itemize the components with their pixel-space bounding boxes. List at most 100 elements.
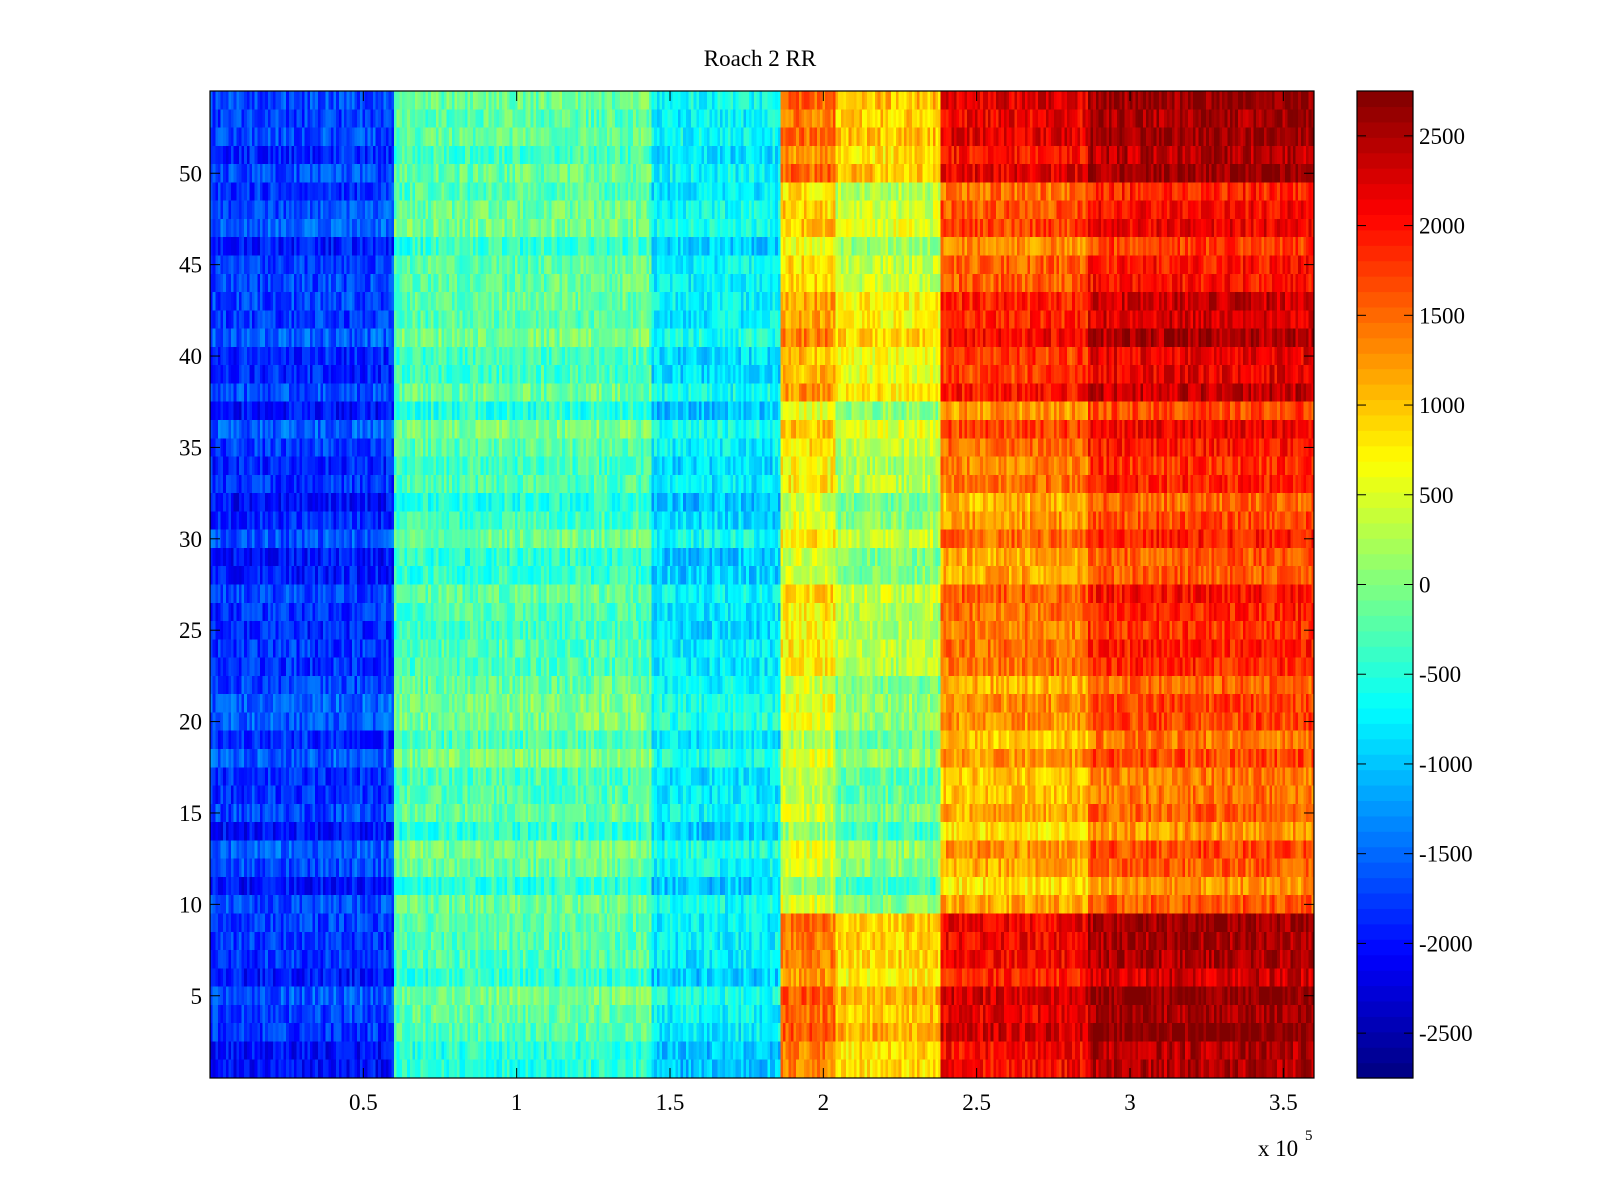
x-tick-label: 2 [818, 1090, 830, 1115]
colorbar-tick-label: 2000 [1419, 214, 1465, 239]
colorbar-tick-label: 2500 [1419, 124, 1465, 149]
colorbar-tick-label: -1000 [1419, 752, 1473, 777]
colorbar-step [1357, 1047, 1413, 1064]
y-tick-label: 40 [179, 344, 202, 369]
colorbar-step [1357, 152, 1413, 169]
colorbar-step [1357, 368, 1413, 385]
colorbar-step [1357, 1000, 1413, 1017]
colorbar-step [1357, 337, 1413, 354]
colorbar-step [1357, 754, 1413, 771]
colorbar-step [1357, 291, 1413, 308]
colorbar-step [1357, 522, 1413, 539]
colorbar-step [1357, 800, 1413, 817]
colorbar-step [1357, 1031, 1413, 1048]
colorbar-step [1357, 461, 1413, 478]
y-axis: 5 10 15 20 25 30 35 40 45 50 [179, 161, 1314, 1009]
colorbar-tick-label: 1500 [1419, 303, 1465, 328]
colorbar-step [1357, 939, 1413, 956]
heatmap-image [210, 91, 1314, 1078]
colorbar-step [1357, 723, 1413, 740]
colorbar-step [1357, 846, 1413, 863]
colorbar-step [1357, 121, 1413, 138]
colorbar-step [1357, 553, 1413, 570]
x-tick-label: 1.5 [656, 1090, 685, 1115]
colorbar-step [1357, 214, 1413, 231]
colorbar-step [1357, 738, 1413, 755]
colorbar-step [1357, 615, 1413, 632]
colorbar-step [1357, 707, 1413, 724]
y-tick-label: 15 [179, 801, 202, 826]
x-axis: 0.5 1 1.5 2 2.5 3 3.5 [349, 91, 1298, 1115]
colorbar-step [1357, 399, 1413, 416]
colorbar-step [1357, 784, 1413, 802]
colorbar-step [1357, 91, 1413, 108]
colorbar-step [1357, 661, 1413, 678]
chart-title: Roach 2 RR [704, 46, 817, 71]
colorbar-tick-label: -500 [1419, 662, 1461, 687]
colorbar-tick-label: 0 [1419, 573, 1431, 598]
colorbar-step [1357, 198, 1413, 215]
colorbar-step [1357, 137, 1413, 154]
colorbar-step [1357, 430, 1413, 447]
colorbar-step [1357, 877, 1413, 894]
colorbar-step [1357, 306, 1413, 323]
x-tick-label: 1 [511, 1090, 523, 1115]
colorbar-step [1357, 985, 1413, 1002]
y-tick-label: 35 [179, 435, 202, 460]
svg-text:x 10: x 10 [1258, 1136, 1298, 1161]
colorbar-step [1357, 106, 1413, 123]
colorbar-tick-label: 500 [1419, 483, 1454, 508]
colorbar-step [1357, 569, 1413, 586]
colorbar-gradient [1357, 91, 1413, 1079]
colorbar-step [1357, 538, 1413, 555]
colorbar-step [1357, 476, 1413, 493]
colorbar-step [1357, 970, 1413, 987]
x-axis-multiplier: x 10 5 [1258, 1128, 1313, 1161]
colorbar-tick-label: -2500 [1419, 1021, 1473, 1046]
colorbar-step [1357, 384, 1413, 401]
colorbar-step [1357, 1016, 1413, 1033]
colorbar-step [1357, 322, 1413, 339]
colorbar-step [1357, 923, 1413, 940]
colorbar-step [1357, 831, 1413, 848]
x-tick-label: 3.5 [1269, 1090, 1298, 1115]
y-tick-label: 25 [179, 618, 202, 643]
y-tick-label: 45 [179, 253, 202, 278]
colorbar-step [1357, 892, 1413, 909]
svg-text:5: 5 [1305, 1128, 1313, 1144]
colorbar-step [1357, 862, 1413, 879]
colorbar-step [1357, 276, 1413, 293]
colorbar-step [1357, 445, 1413, 462]
colorbar-step [1357, 245, 1413, 262]
y-tick-label: 10 [179, 892, 202, 917]
colorbar-step [1357, 260, 1413, 277]
plot-area-frame [209, 90, 1315, 1079]
colorbar-step [1357, 168, 1413, 185]
colorbar-step [1357, 414, 1413, 431]
y-tick-label: 20 [179, 710, 202, 735]
y-tick-label: 30 [179, 527, 202, 552]
colorbar-step [1357, 353, 1413, 370]
colorbar-step [1357, 599, 1413, 616]
colorbar-step [1357, 1062, 1413, 1079]
colorbar-tick-label: -1500 [1419, 842, 1473, 867]
colorbar-tick-label: 1000 [1419, 393, 1465, 418]
colorbar-step [1357, 229, 1413, 246]
y-tick-label: 5 [191, 984, 203, 1009]
y-tick-label: 50 [179, 161, 202, 186]
colorbar-step [1357, 954, 1413, 971]
colorbar-axis: 2500 2000 1500 1000 500 0 -500 -1000 -1500 -2000 -… [1357, 124, 1473, 1046]
colorbar-step [1357, 507, 1413, 524]
x-tick-label: 0.5 [349, 1090, 378, 1115]
x-tick-label: 3 [1124, 1090, 1136, 1115]
colorbar-step [1357, 584, 1413, 601]
colorbar-step [1357, 677, 1413, 694]
colorbar-step [1357, 491, 1413, 508]
colorbar-tick-label: -2000 [1419, 931, 1473, 956]
colorbar-step [1357, 692, 1413, 709]
colorbar-step [1357, 815, 1413, 832]
colorbar-step [1357, 646, 1413, 663]
heatmap-cells [210, 91, 1314, 1078]
colorbar-step [1357, 908, 1413, 925]
